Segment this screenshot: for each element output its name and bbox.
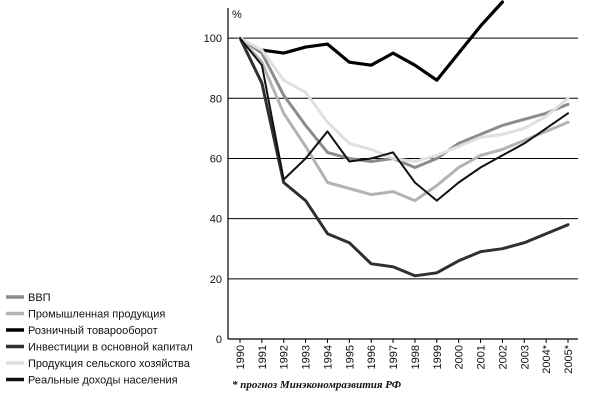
y-tick-label: 0 xyxy=(216,334,222,346)
series-line-6 xyxy=(239,37,569,202)
x-tick-label: 1996 xyxy=(366,345,378,369)
series-line-5 xyxy=(238,36,570,163)
legend-label: Продукция сельского хозяйства xyxy=(28,358,191,370)
legend-label: ВВП xyxy=(28,292,51,304)
y-tick-label: 60 xyxy=(210,153,222,165)
x-tick-label: 1991 xyxy=(257,345,269,369)
legend: ВВП Промышленная продукция Розничный товар… xyxy=(6,292,193,387)
x-tick-label: 1993 xyxy=(301,345,313,369)
axes xyxy=(227,8,578,343)
x-tick-label: 2004* xyxy=(541,344,553,373)
series-line-4 xyxy=(238,36,570,278)
series-line-3 xyxy=(260,0,504,82)
y-tick-label: 20 xyxy=(210,274,222,286)
legend-label: Розничный товарооборот xyxy=(28,325,158,337)
x-tick-label: 1992 xyxy=(279,345,291,369)
y-tick-labels: 0 20 40 60 80 100 xyxy=(204,33,222,346)
y-tick-label: 40 xyxy=(210,214,222,226)
legend-label: Реальные доходы населения xyxy=(28,375,178,387)
series-lines xyxy=(238,0,570,278)
x-tick-label: 1998 xyxy=(410,345,422,369)
x-tick-label: 2002 xyxy=(497,345,509,369)
x-tick-label: 1990 xyxy=(235,345,247,369)
legend-label: Промышленная продукция xyxy=(28,309,165,321)
x-tick-label: 1994 xyxy=(322,345,334,369)
x-tick-label: 2000 xyxy=(454,345,466,369)
x-tick-labels: 1990 1991 1992 1993 1994 1995 1996 1997 1998 1999… xyxy=(235,344,575,373)
footnote: * прогноз Минэкономразвития РФ xyxy=(232,379,402,391)
legend-label: Инвестиции в основной капитал xyxy=(28,342,193,354)
y-tick-label: 100 xyxy=(204,33,222,45)
y-tick-label: 80 xyxy=(210,93,222,105)
y-axis-unit: % xyxy=(232,9,242,21)
x-tick-label: 2003 xyxy=(519,345,531,369)
series-line-2 xyxy=(238,36,570,203)
x-tick-label: 1995 xyxy=(344,345,356,369)
series-line-1 xyxy=(238,36,570,169)
x-tick-label: 1997 xyxy=(388,345,400,369)
x-tick-label: 2005* xyxy=(563,344,575,373)
x-tick-label: 1999 xyxy=(432,345,444,369)
x-tick-label: 2001 xyxy=(476,345,488,369)
